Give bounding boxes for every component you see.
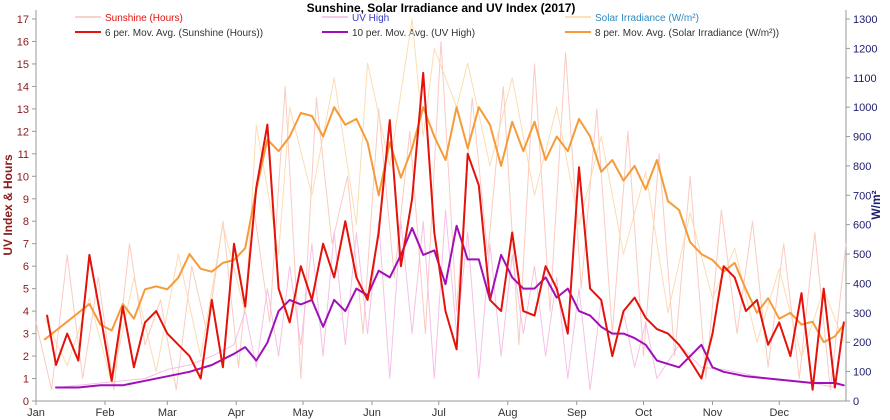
right-tick-label: 1200 [853, 43, 877, 55]
plot-area [35, 10, 847, 402]
x-tick-label: Mar [158, 407, 177, 419]
series-sunshine-hours [35, 41, 847, 391]
left-tick-label: 5 [23, 284, 29, 296]
legend-label: 8 per. Mov. Avg. (Solar Irradiance (W/m²… [595, 28, 779, 39]
series-solar-irradiance [44, 18, 845, 384]
left-tick-label: 7 [23, 239, 29, 251]
left-tick-label: 13 [17, 104, 29, 116]
left-tick-label: 10 [17, 171, 29, 183]
legend-label: Solar Irradiance (W/m²) [595, 13, 699, 24]
left-tick-label: 17 [17, 14, 29, 26]
series-sunshine-moving-average [46, 71, 845, 391]
legend-label: 6 per. Mov. Avg. (Sunshine (Hours)) [105, 28, 263, 39]
x-tick-label: May [293, 407, 314, 419]
x-tick-label: Jun [363, 407, 381, 419]
right-tick-label: 1000 [853, 102, 877, 114]
x-tick-label: Jan [27, 407, 45, 419]
right-tick-label: 1300 [853, 14, 877, 26]
right-tick-label: 1100 [853, 73, 877, 85]
right-tick-label: 200 [853, 337, 871, 349]
x-tick-label: Oct [635, 407, 652, 419]
right-tick-label: 900 [853, 132, 871, 144]
left-tick-label: 8 [23, 216, 29, 228]
left-tick-label: 15 [17, 59, 29, 71]
legend-label: UV High [352, 13, 389, 24]
x-axis-ticks: Jan Feb Mar Apr May Jun Jul Aug Sep Oct Nov Dec [27, 401, 790, 419]
series-layer [35, 18, 847, 391]
right-tick-label: 0 [853, 396, 859, 408]
right-tick-label: 500 [853, 249, 871, 261]
right-tick-label: 800 [853, 161, 871, 173]
right-tick-label: 300 [853, 308, 871, 320]
x-tick-label: Jul [432, 407, 446, 419]
x-tick-label: Nov [703, 407, 723, 419]
right-axis-ticks: 0 100 200 300 400 500 600 700 800 900 1000 1100 1200… [846, 14, 877, 408]
legend-label: Sunshine (Hours) [105, 13, 183, 24]
x-tick-label: Dec [769, 407, 789, 419]
left-tick-label: 2 [23, 351, 29, 363]
x-tick-label: Aug [498, 407, 518, 419]
right-tick-label: 400 [853, 278, 871, 290]
right-tick-label: 100 [853, 367, 871, 379]
left-tick-label: 4 [23, 306, 29, 318]
left-tick-label: 6 [23, 261, 29, 273]
left-tick-label: 0 [23, 396, 29, 408]
left-tick-label: 11 [18, 149, 29, 161]
x-tick-label: Feb [95, 407, 114, 419]
series-solar-moving-average [43, 106, 845, 344]
left-tick-label: 1 [23, 374, 29, 386]
series-uv-moving-average [55, 224, 845, 389]
right-axis-label: W/m² [869, 190, 883, 219]
left-tick-label: 12 [17, 126, 29, 138]
right-tick-label: 600 [853, 220, 871, 232]
left-tick-label: 16 [17, 36, 29, 48]
left-tick-label: 14 [17, 81, 29, 93]
left-axis-label: UV Index & Hours [1, 154, 15, 256]
right-tick-label: 700 [853, 190, 871, 202]
x-tick-label: Apr [228, 407, 245, 419]
x-tick-label: Sep [567, 407, 587, 419]
left-tick-label: 9 [23, 194, 29, 206]
left-tick-label: 3 [23, 329, 29, 341]
chart-title: Sunshine, Solar Irradiance and UV Index … [307, 1, 576, 15]
